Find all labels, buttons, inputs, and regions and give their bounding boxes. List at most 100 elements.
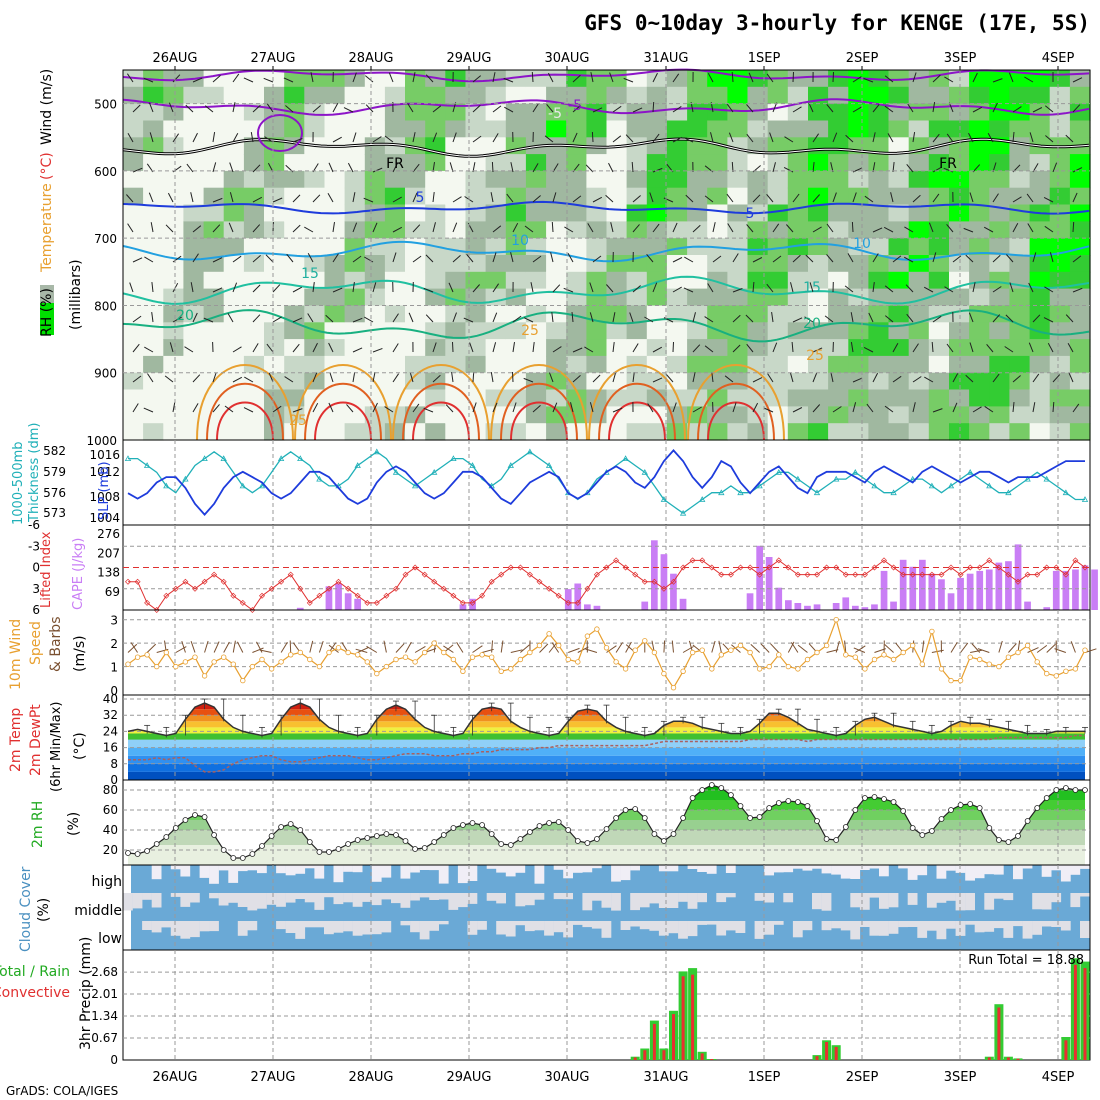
wind-barb	[312, 342, 318, 353]
thickness-marker	[182, 475, 189, 482]
rh-cell	[707, 355, 728, 374]
rh-cell	[203, 271, 225, 290]
slp-tick: 1012	[89, 465, 120, 479]
wind-barb	[352, 282, 355, 293]
cloud-gap	[352, 865, 363, 873]
rh-cell	[344, 339, 366, 357]
cape-bar	[871, 604, 878, 610]
wind-barb	[884, 75, 894, 83]
precip-convective-bar	[834, 1046, 838, 1060]
pressure-axis-label: (millibars)	[68, 259, 84, 330]
rh-cell	[1049, 339, 1071, 357]
cloud-gap	[658, 921, 669, 936]
rh-cell	[445, 137, 466, 155]
rh-cell	[485, 170, 507, 189]
wind-barb	[1027, 223, 1034, 233]
wind-barb	[746, 104, 754, 113]
wind-barb	[612, 342, 615, 353]
wind-barb	[1052, 374, 1061, 383]
contour-label: 20	[176, 308, 194, 324]
cloud-gap	[429, 893, 439, 900]
rh2m-marker	[182, 817, 189, 823]
rh-cell	[848, 154, 869, 172]
thickness-marker	[699, 496, 706, 502]
wind10m-marker	[355, 652, 361, 658]
cloud-gap	[314, 893, 325, 910]
wind-barb	[752, 377, 763, 383]
wind-barb	[890, 192, 894, 203]
wind-barb	[552, 346, 562, 353]
li-marker	[125, 578, 131, 585]
wind-barb	[585, 164, 594, 173]
rh-cell	[808, 355, 829, 374]
wind-barb	[672, 341, 674, 353]
wind10m-marker	[1005, 654, 1012, 660]
wind-barb	[632, 372, 635, 383]
wind10m-barb	[548, 642, 557, 653]
rh-cell	[344, 372, 366, 391]
cloud-gap	[974, 921, 985, 933]
wind10m-marker	[881, 652, 887, 658]
rh2m-marker	[909, 825, 916, 831]
wind-barb	[649, 192, 654, 203]
wind10m-barb	[383, 640, 387, 653]
li-marker	[766, 564, 773, 571]
rh-cell	[243, 372, 265, 391]
rh2m-marker	[211, 832, 218, 838]
temp-band	[128, 755, 1085, 764]
wind-barb	[726, 103, 734, 113]
wind-barb	[449, 162, 454, 173]
rh-cell	[425, 423, 446, 441]
rh-cell	[344, 120, 366, 138]
rh-cell	[586, 423, 608, 441]
rh-label: RH (%)	[39, 288, 55, 337]
rh-cell	[848, 271, 869, 290]
wind10m-barb	[682, 646, 694, 653]
rh-cell	[707, 204, 728, 222]
rh-cell	[425, 187, 446, 206]
wind-barb	[912, 132, 916, 143]
thickness-marker	[641, 468, 648, 475]
rh-cell	[304, 255, 325, 273]
rh-cell	[1009, 372, 1031, 391]
cloud-gap	[668, 865, 679, 872]
rh-cell	[989, 154, 1010, 172]
wind-barb	[552, 192, 557, 203]
thickness-slp-labels: 1000-500mb Thickness (dm) SLP (mb)	[11, 423, 112, 525]
wind-barb	[546, 103, 554, 113]
wind-barb	[1012, 106, 1022, 113]
rh-cell	[828, 255, 849, 273]
pressure-tick: 500	[94, 98, 117, 112]
rh2m-marker	[756, 814, 763, 820]
rh2m-marker	[670, 831, 677, 837]
cape-bar	[459, 604, 467, 610]
warm-dome-contour	[697, 382, 775, 441]
rh-cell	[707, 187, 728, 206]
cape-bar	[890, 601, 897, 610]
rh-cell	[243, 86, 265, 105]
rh-cell	[445, 255, 466, 273]
wind-barb	[372, 136, 382, 143]
rh-cell	[908, 305, 930, 323]
li-marker	[995, 564, 1002, 571]
rh-cell	[848, 305, 869, 323]
rh-cell	[1029, 389, 1051, 407]
rh-cell	[646, 221, 668, 239]
rh-cell	[949, 305, 970, 323]
rh-cell	[606, 86, 628, 105]
cape-bar	[852, 605, 859, 610]
li-marker	[555, 592, 562, 599]
wind-barb	[826, 254, 834, 263]
wind-barb	[845, 134, 854, 143]
cloud-gap	[381, 865, 392, 878]
rh-cell	[525, 322, 547, 340]
rh-cell	[425, 288, 446, 306]
cloud-gap	[276, 865, 286, 874]
wind-barb	[412, 163, 420, 173]
wind-barb	[184, 346, 194, 353]
wind10m-marker	[919, 661, 925, 667]
cloud-gap	[706, 865, 717, 874]
cloud-gap	[467, 893, 478, 904]
wind-barb	[1028, 342, 1034, 353]
